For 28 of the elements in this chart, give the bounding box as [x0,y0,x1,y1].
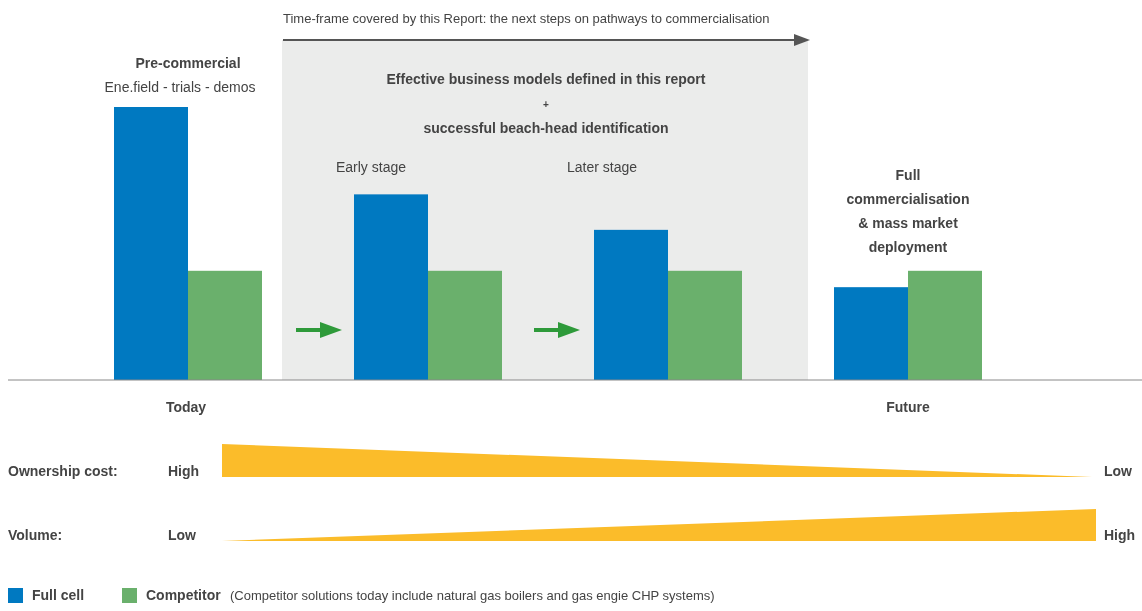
text: High [168,463,200,479]
x-tick-label: Future [886,399,930,415]
text: Time-frame covered by this Report: the next steps on pathways to commercialisation [283,11,770,26]
legend-label: Competitor [146,587,222,603]
text: High [1104,527,1136,543]
bar [668,270,742,380]
bar [114,107,188,380]
text: Low [168,527,197,543]
text: Pre-commercial [135,55,241,71]
annotation: Later stage [566,159,638,175]
text: Low [1104,463,1133,479]
text: Ene.field - trials - demos [104,79,256,95]
annotation: Full commercialisation & mass market deployment [846,167,970,255]
text: Ownership cost: [8,463,118,479]
bar [908,270,982,380]
text: (Competitor solutions today include natural gas boilers and gas engie CHP systems) [230,588,715,603]
annotation: Early stage [335,159,407,175]
annotation: successful beach-head identification [423,120,669,136]
bar [594,229,668,380]
text: Volume: [8,527,63,543]
x-tick-label: Today [165,399,207,415]
bar [834,287,908,380]
bar [354,194,428,380]
annotation: + [543,99,550,110]
text: Effective business models defined in this report [386,71,706,87]
legend-label: Full cell [32,587,85,603]
bar [428,270,502,380]
bar [188,270,262,380]
